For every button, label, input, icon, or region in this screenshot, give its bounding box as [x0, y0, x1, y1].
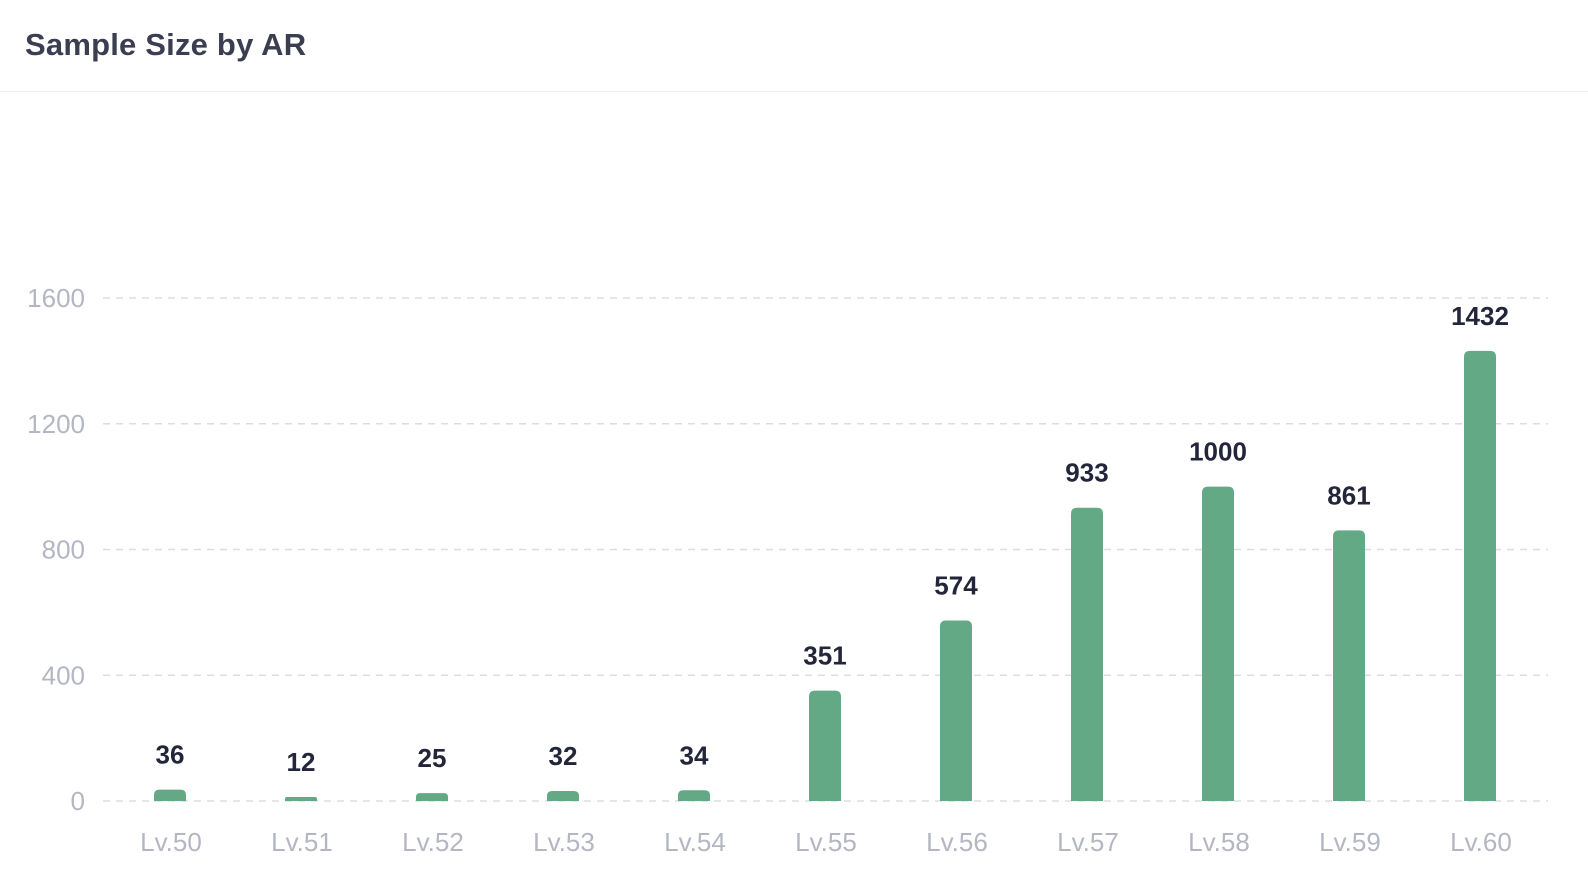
- x-tick-label: Lv.55: [795, 827, 857, 857]
- x-tick-label: Lv.57: [1057, 827, 1119, 857]
- chart-area: 0 400 800 1200 1600 36 Lv.50 12 Lv.51 25 Lv.52 32 Lv…: [0, 93, 1588, 892]
- bar: [1071, 507, 1103, 801]
- bar: [940, 620, 972, 801]
- x-tick-label: Lv.60: [1450, 827, 1512, 857]
- data-label: 25: [418, 743, 447, 773]
- data-label: 34: [680, 740, 709, 770]
- data-label: 861: [1327, 480, 1370, 510]
- data-label: 933: [1065, 458, 1108, 488]
- x-tick-label: Lv.59: [1319, 827, 1381, 857]
- x-tick-label: Lv.50: [140, 827, 202, 857]
- x-tick-label: Lv.51: [271, 827, 333, 857]
- data-label: 1000: [1189, 437, 1247, 467]
- bar: [1202, 486, 1234, 801]
- data-label: 32: [549, 741, 578, 771]
- chart-title: Sample Size by AR: [25, 26, 307, 62]
- bar-chart: 0 400 800 1200 1600 36 Lv.50 12 Lv.51 25 Lv.52 32 Lv…: [27, 283, 1548, 857]
- card-header: Sample Size by AR: [0, 0, 1588, 92]
- y-tick-label: 1200: [27, 409, 85, 439]
- data-label: 351: [803, 641, 846, 671]
- x-tick-label: Lv.56: [926, 827, 988, 857]
- data-label: 12: [287, 747, 316, 777]
- bar: [1333, 530, 1365, 801]
- y-tick-label: 0: [71, 786, 85, 816]
- x-tick-label: Lv.52: [402, 827, 464, 857]
- data-label: 1432: [1451, 301, 1509, 331]
- bar: [678, 790, 710, 801]
- bar: [416, 793, 448, 801]
- y-tick-label: 800: [42, 535, 85, 565]
- bar: [285, 797, 317, 801]
- bar: [1464, 350, 1496, 801]
- y-tick-label: 400: [42, 660, 85, 690]
- x-tick-label: Lv.58: [1188, 827, 1250, 857]
- x-tick-label: Lv.54: [664, 827, 726, 857]
- bar: [154, 789, 186, 801]
- x-tick-label: Lv.53: [533, 827, 595, 857]
- y-tick-label: 1600: [27, 283, 85, 313]
- bar: [547, 790, 579, 801]
- data-label: 36: [156, 740, 185, 770]
- data-label: 574: [934, 571, 978, 601]
- bar: [809, 690, 841, 801]
